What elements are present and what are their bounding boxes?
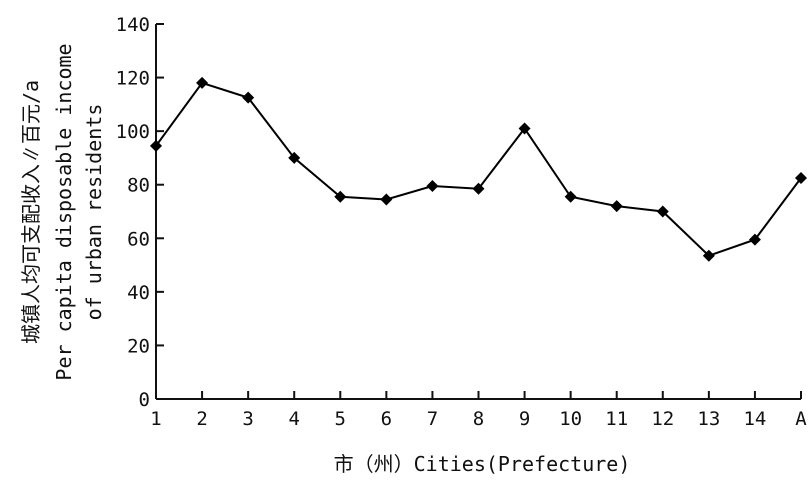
x-tick-label: 10 <box>559 408 582 430</box>
x-tick-label: 8 <box>473 408 484 430</box>
x-tick-label: A <box>795 408 807 430</box>
y-tick-label: 0 <box>139 389 150 411</box>
y-tick-label: 20 <box>127 335 150 357</box>
x-axis-title: 市（州）Cities(Prefecture) <box>334 452 631 476</box>
y-tick-label: 100 <box>116 121 150 143</box>
data-point-marker <box>150 139 162 152</box>
x-tick-label: 3 <box>242 408 253 430</box>
x-tick-label: 12 <box>651 408 674 430</box>
x-tick-label: 11 <box>605 408 628 430</box>
x-tick-label: 9 <box>519 408 530 430</box>
y-tick-label: 60 <box>127 228 150 250</box>
x-tick-label: 6 <box>381 408 392 430</box>
y-tick-label: 80 <box>127 175 150 197</box>
data-point-marker <box>610 200 623 213</box>
series-line <box>155 81 802 257</box>
data-point-marker <box>564 190 577 203</box>
axes <box>155 24 801 400</box>
data-point-marker <box>334 190 347 203</box>
data-point-marker <box>748 233 761 246</box>
x-tick-label: 5 <box>335 408 346 430</box>
x-tick-label: 2 <box>196 408 207 430</box>
data-point-marker <box>795 172 807 185</box>
data-point-marker <box>656 205 669 218</box>
y-tick-label: 120 <box>116 68 150 90</box>
x-tick-label: 14 <box>743 408 766 430</box>
x-tick-label: 13 <box>697 408 720 430</box>
y-axis-ticks: 0 20 40 60 80 100 120 140 <box>116 14 164 411</box>
series-layer <box>150 76 807 262</box>
x-tick-label: 1 <box>150 408 161 430</box>
data-point-marker <box>518 122 531 135</box>
y-axis-title-line-1: 城镇人均可支配收入∥百元/a <box>19 80 43 344</box>
data-point-marker <box>242 91 255 104</box>
data-point-marker <box>702 249 715 262</box>
data-point-marker <box>472 182 485 195</box>
data-point-marker <box>288 151 301 164</box>
y-axis-title-line-2: Per capita disposable income <box>52 43 76 380</box>
y-tick-label: 40 <box>127 282 150 304</box>
data-point-marker <box>196 76 209 89</box>
y-tick-label: 140 <box>116 14 150 36</box>
x-tick-label: 4 <box>288 408 299 430</box>
y-axis-title-line-3: of urban residents <box>82 104 106 321</box>
x-axis-ticks: 1 2 3 4 5 6 7 8 9 10 11 12 13 14 A <box>150 391 807 430</box>
data-point-marker <box>380 193 393 206</box>
x-tick-label: 7 <box>427 408 438 430</box>
y-axis-title: 城镇人均可支配收入∥百元/a Per capita disposable inc… <box>19 43 106 380</box>
data-point-marker <box>426 180 439 193</box>
